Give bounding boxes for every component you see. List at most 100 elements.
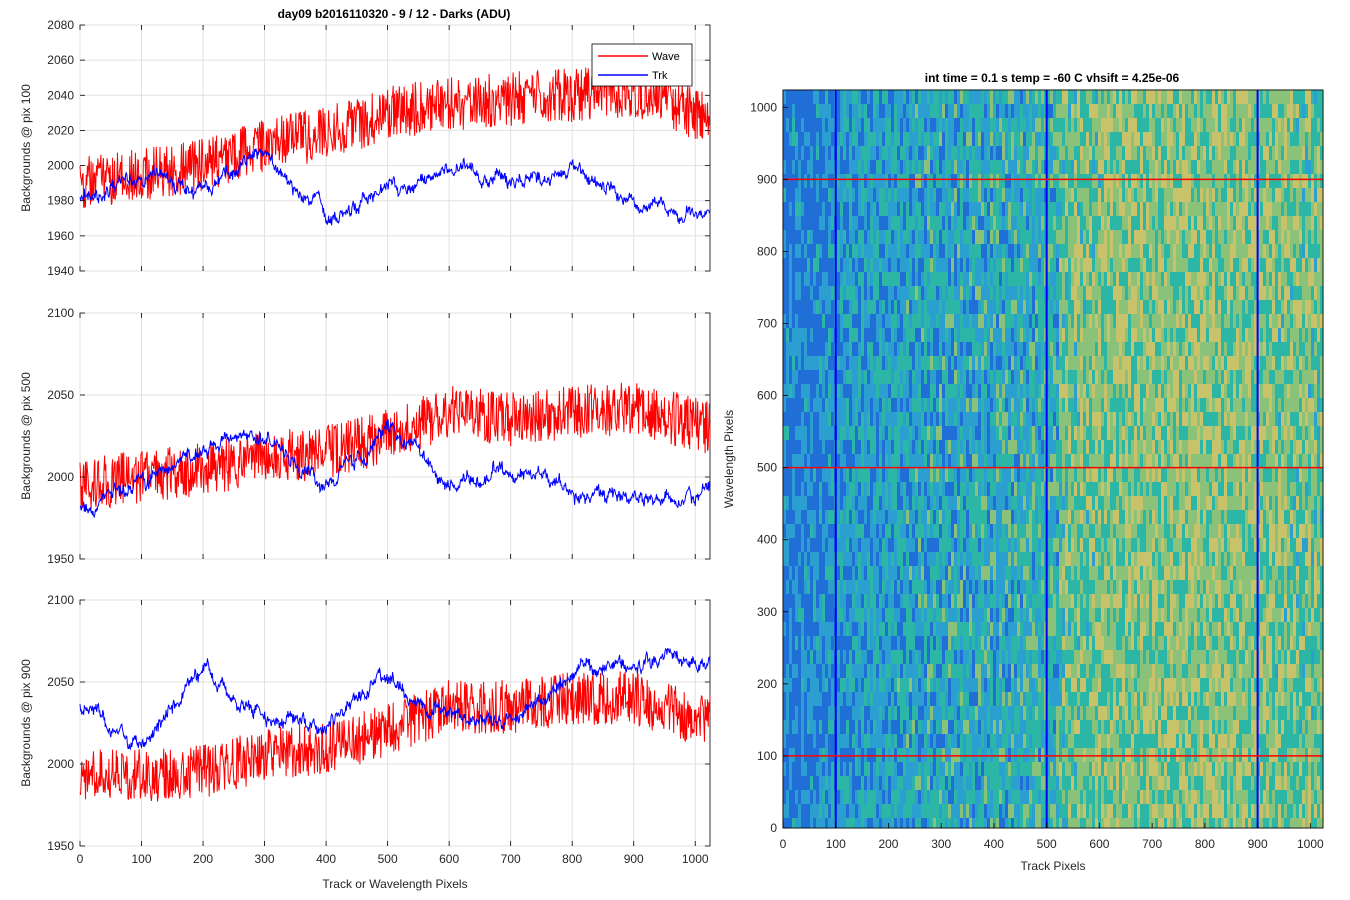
heatmap-cell (873, 370, 876, 384)
heatmap-cell (1008, 594, 1011, 608)
heatmap-cell (912, 720, 915, 734)
heatmap-cell (849, 594, 852, 608)
heatmap-cell (933, 230, 936, 244)
heatmap-cell (840, 90, 843, 104)
heatmap-cell (1014, 706, 1017, 720)
heatmap-cell (948, 636, 951, 650)
heatmap-cell (978, 328, 981, 342)
heatmap-cell (1032, 748, 1035, 762)
heatmap-cell (927, 384, 930, 398)
heatmap-cell (906, 230, 909, 244)
heatmap-cell (918, 258, 921, 272)
heatmap-cell (858, 566, 861, 580)
heatmap-cell (1005, 636, 1008, 650)
heatmap-cell (921, 426, 924, 440)
heatmap-cell (963, 790, 966, 804)
heatmap-cell (918, 496, 921, 510)
heatmap-cell (1005, 384, 1008, 398)
heatmap-cell (1020, 734, 1023, 748)
heatmap-cell (912, 230, 915, 244)
heatmap-cell (855, 300, 858, 314)
heatmap-cell (939, 482, 942, 496)
heatmap-cell (903, 132, 906, 146)
heatmap-cell (891, 496, 894, 510)
heatmap-cell (831, 272, 834, 286)
heatmap-cell (876, 188, 879, 202)
heatmap-cell (807, 440, 810, 454)
y-tick-label: 1950 (47, 552, 74, 566)
heatmap-cell (795, 790, 798, 804)
heatmap-cell (1020, 790, 1023, 804)
heatmap-cell (897, 524, 900, 538)
heatmap-cell (1047, 412, 1050, 426)
heatmap-cell (861, 202, 864, 216)
heatmap-cell (798, 160, 801, 174)
heatmap-cell (786, 258, 789, 272)
heatmap-cell (921, 314, 924, 328)
heatmap-cell (1020, 146, 1023, 160)
heatmap-cell (972, 664, 975, 678)
heatmap-cell (873, 566, 876, 580)
heatmap-cell (795, 636, 798, 650)
heatmap-cell (819, 524, 822, 538)
heatmap-cell (789, 454, 792, 468)
heatmap-cell (1023, 678, 1026, 692)
heatmap-cell (849, 132, 852, 146)
heatmap-cell (816, 720, 819, 734)
heatmap-cell (957, 692, 960, 706)
heatmap-cell (990, 776, 993, 790)
heatmap-cell (1032, 804, 1035, 818)
heatmap-cell (897, 258, 900, 272)
heatmap-cell (1032, 244, 1035, 258)
heatmap-cell (918, 300, 921, 314)
heatmap-cell (927, 426, 930, 440)
heatmap-cell (1026, 244, 1029, 258)
heatmap-cell (858, 594, 861, 608)
heatmap-cell (915, 790, 918, 804)
heatmap-cell (969, 412, 972, 426)
heatmap-cell (918, 286, 921, 300)
heatmap-cell (1002, 468, 1005, 482)
heatmap-cell (915, 608, 918, 622)
heatmap-cell (1026, 216, 1029, 230)
heatmap-cell (936, 706, 939, 720)
heatmap-cell (1014, 762, 1017, 776)
heatmap-cell (1008, 678, 1011, 692)
heatmap-cell (972, 776, 975, 790)
heatmap-cell (963, 258, 966, 272)
heatmap-cell (792, 510, 795, 524)
heatmap-cell (870, 146, 873, 160)
heatmap-cell (969, 342, 972, 356)
heatmap-cell (819, 622, 822, 636)
heatmap-cell (1026, 608, 1029, 622)
heatmap-cell (966, 524, 969, 538)
y-axis-label: Backgrounds @ pix 900 (19, 659, 33, 787)
heatmap-cell (897, 454, 900, 468)
heatmap-cell (870, 594, 873, 608)
heatmap-cell (957, 160, 960, 174)
heatmap-cell (828, 230, 831, 244)
heatmap-cell (969, 818, 972, 828)
heatmap-cell (813, 202, 816, 216)
heatmap-cell (894, 790, 897, 804)
heatmap-cell (879, 132, 882, 146)
heatmap-cell (921, 286, 924, 300)
heatmap-cell (942, 790, 945, 804)
heatmap-cell (888, 104, 891, 118)
heatmap-cell (807, 286, 810, 300)
heatmap-cell (846, 202, 849, 216)
heatmap-cell (807, 468, 810, 482)
heatmap-cell (903, 482, 906, 496)
heatmap-cell (852, 790, 855, 804)
heatmap-cell (1032, 692, 1035, 706)
heatmap-cell (831, 790, 834, 804)
heatmap-cell (963, 132, 966, 146)
heatmap-cell (999, 440, 1002, 454)
heatmap-cell (954, 412, 957, 426)
heatmap-cell (810, 496, 813, 510)
heatmap-cell (957, 650, 960, 664)
heatmap-cell (1041, 90, 1044, 104)
heatmap-cell (936, 132, 939, 146)
heatmap-cell (792, 776, 795, 790)
heatmap-cell (900, 230, 903, 244)
